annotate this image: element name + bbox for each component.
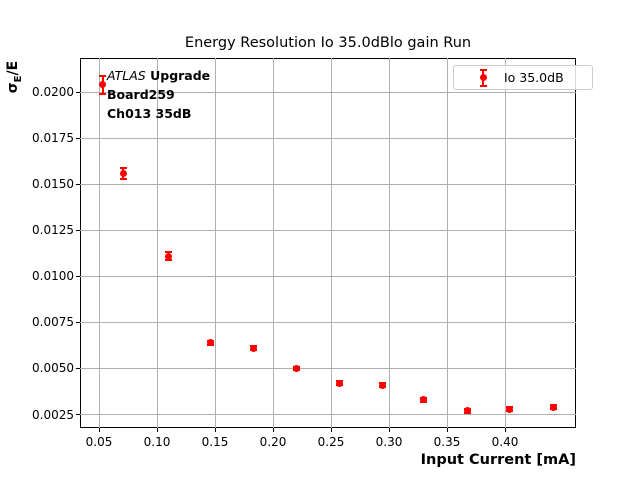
y-tick-label: 0.0125	[32, 223, 74, 238]
x-tick-label: 0.05	[85, 435, 113, 449]
annotation-line-1: ATLAS Upgrade	[107, 66, 210, 85]
x-tick-mark	[272, 428, 274, 432]
y-tick-label: 0.0200	[32, 85, 74, 100]
y-tick-label: 0.0100	[32, 269, 74, 284]
y-tick-label: 0.0075	[32, 315, 74, 330]
legend-entry-label: Io 35.0dB	[504, 70, 564, 85]
x-tick-label: 0.30	[375, 435, 403, 449]
chart-title: Energy Resolution Io 35.0dBlo gain Run	[184, 35, 472, 51]
annotation-atlas: ATLAS Upgrade Board259 Ch013 35dB	[107, 66, 210, 123]
upgrade-bold-text: Upgrade	[150, 68, 211, 83]
x-tick-mark	[446, 428, 448, 432]
x-tick-mark	[504, 428, 506, 432]
x-tick-label: 0.10	[143, 435, 171, 449]
x-axis-label: Input Current [mA]	[420, 452, 576, 468]
x-tick-mark	[388, 428, 390, 432]
x-tick-mark	[98, 428, 100, 432]
sigma-symbol: σ	[4, 82, 21, 94]
atlas-italic-text: ATLAS	[107, 68, 146, 83]
x-tick-label: 0.20	[259, 435, 287, 449]
sigma-subscript: E	[12, 75, 24, 83]
legend-box: Io 35.0dB	[453, 65, 593, 90]
x-tick-mark	[214, 428, 216, 432]
y-tick-label: 0.0025	[32, 407, 74, 422]
errorbar-marker-icon	[476, 68, 490, 87]
x-tick-label: 0.25	[317, 435, 345, 449]
y-tick-label: 0.0150	[32, 177, 74, 192]
annotation-line-3: Ch013 35dB	[107, 106, 192, 121]
x-tick-mark	[156, 428, 158, 432]
x-tick-label: 0.35	[433, 435, 461, 449]
y-axis-label: σE/E	[1, 48, 27, 106]
x-tick-label: 0.15	[201, 435, 229, 449]
x-tick-label: 0.40	[491, 435, 519, 449]
y-tick-label: 0.0175	[32, 131, 74, 146]
y-tick-label: 0.0050	[32, 361, 74, 376]
ylabel-suffix: /E	[4, 60, 21, 76]
plot-area	[80, 58, 576, 428]
annotation-line-2: Board259	[107, 87, 175, 102]
x-tick-mark	[330, 428, 332, 432]
